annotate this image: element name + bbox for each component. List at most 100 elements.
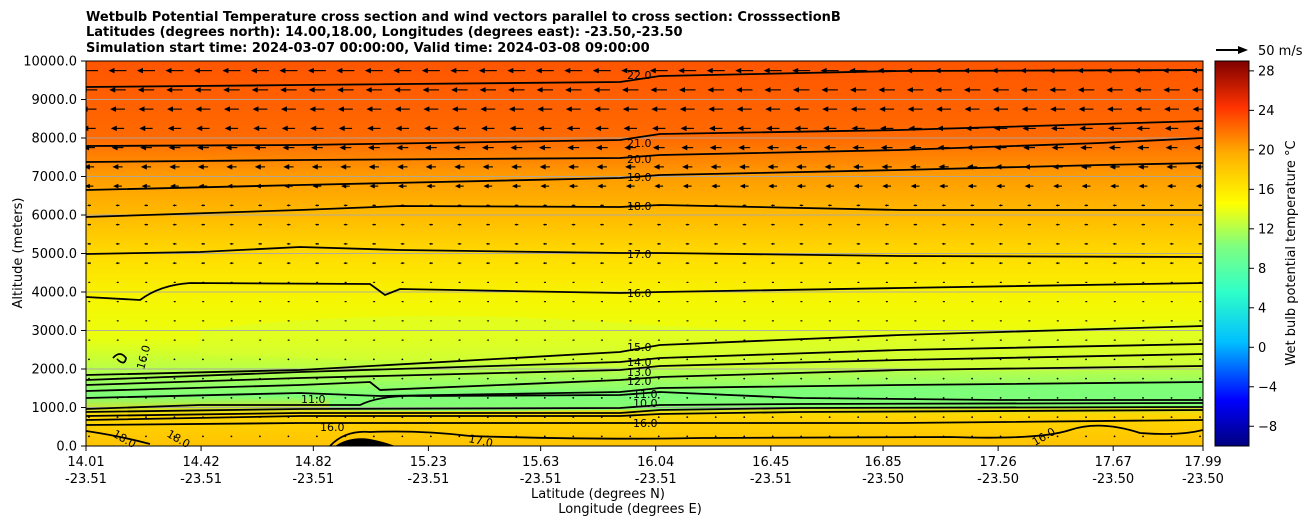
wind-vector <box>372 358 375 361</box>
x-tick-label-lat: 16.45 <box>752 455 789 470</box>
wind-vector-head <box>141 183 147 189</box>
wind-vector-head <box>193 67 200 74</box>
contour-12 <box>86 365 1203 392</box>
wind-vector <box>1056 416 1059 419</box>
wind-vector-head <box>1198 300 1201 303</box>
wind-vector-head <box>1053 183 1059 189</box>
wind-vector-head <box>137 87 144 93</box>
wind-vector-head <box>941 242 945 245</box>
wind-vector-head <box>1164 125 1171 132</box>
wind-vector-head <box>1084 300 1087 303</box>
wind-vector-head <box>799 204 802 207</box>
wind-vector <box>202 358 204 361</box>
wind-vector-head <box>970 242 973 245</box>
wind-vector-head <box>1110 183 1116 189</box>
wind-vector-head <box>827 223 831 226</box>
wind-vector-head <box>280 106 287 112</box>
x-tick-label-lat: 15.23 <box>410 455 447 470</box>
wind-vector-head <box>678 67 685 74</box>
wind-vector-head <box>998 242 1001 245</box>
wind-vector-head <box>196 125 203 132</box>
wind-vector-head <box>166 87 173 93</box>
wind-vector <box>458 435 461 438</box>
wind-vector <box>572 396 575 399</box>
x-tick-label-lat: 15.63 <box>522 455 559 470</box>
wind-vector-head <box>343 204 346 207</box>
wind-vector-head <box>258 339 261 341</box>
wind-vector-head <box>315 300 318 303</box>
wind-vector-head <box>713 242 717 245</box>
wind-vector-head <box>511 183 518 189</box>
wind-vector-head <box>116 300 118 303</box>
wind-vector-head <box>967 183 973 189</box>
wind-vector-head <box>223 87 230 93</box>
wind-vector-head <box>457 242 460 245</box>
wind-vector-head <box>169 164 176 170</box>
wind-vector-head <box>144 320 147 322</box>
wind-vector-head <box>428 223 432 226</box>
wind-vector-head <box>307 67 314 74</box>
wind-vector-head <box>799 223 802 226</box>
wind-vector-head <box>372 300 375 303</box>
wind-vector <box>714 435 717 438</box>
wind-vector-head <box>796 183 803 189</box>
wind-vector-head <box>1051 144 1058 151</box>
wind-vector <box>629 435 632 438</box>
wind-vector-head <box>112 164 119 170</box>
wind-vector-head <box>685 262 688 265</box>
wind-vector <box>344 396 347 399</box>
wind-vector-head <box>1138 183 1144 189</box>
wind-vector-head <box>1050 106 1057 112</box>
wind-vector-head <box>970 339 973 341</box>
wind-vector-head <box>401 300 403 303</box>
wind-vector-head <box>600 281 603 284</box>
wind-vector-head <box>1080 144 1087 151</box>
wind-vector-head <box>337 87 344 93</box>
wind-vector <box>486 396 489 399</box>
wind-vector-head <box>371 223 375 226</box>
wind-vector <box>315 396 318 399</box>
wind-vector <box>202 396 204 399</box>
wind-vector-head <box>340 164 347 170</box>
wind-vector-head <box>279 67 286 74</box>
wind-vector-head <box>201 300 204 303</box>
wind-vector <box>914 377 917 380</box>
wind-vector-head <box>600 300 603 303</box>
wind-vector-head <box>822 106 829 112</box>
colorbar: −8 −4 0 4 8 12 16 20 24 28 Wet bulb potential tem… <box>1214 60 1299 447</box>
wind-vector-head <box>1024 183 1030 189</box>
wind-vector-head <box>708 106 715 112</box>
wind-vector-head <box>853 164 859 170</box>
wind-vector <box>1199 396 1201 399</box>
wind-vector <box>1142 396 1144 399</box>
wind-vector <box>344 358 347 361</box>
wind-vector <box>515 396 518 399</box>
wind-vector-head <box>913 242 916 245</box>
wind-vector <box>458 377 461 380</box>
wind-vector-head <box>452 125 459 132</box>
wind-vector <box>971 396 974 399</box>
wind-vector-head <box>167 106 173 112</box>
wind-vector <box>230 435 233 438</box>
wind-vector-head <box>172 242 175 245</box>
label-16-c: 16.0 <box>320 421 345 434</box>
wind-vector-head <box>571 262 574 265</box>
wind-vector-head <box>429 320 432 322</box>
wind-vector <box>714 377 717 380</box>
wind-vector <box>173 358 176 361</box>
wind-vector-head <box>1027 300 1030 303</box>
wind-vector-head <box>230 320 232 322</box>
wind-vector-head <box>195 106 202 112</box>
wind-vector <box>259 358 261 361</box>
wind-vector <box>429 358 432 361</box>
wind-vector-head <box>1136 125 1143 132</box>
x-tick-label-lat: 17.99 <box>1184 455 1221 470</box>
wind-vector <box>942 396 945 399</box>
contour-inv-2 <box>86 406 1203 417</box>
colorbar-ticks: −8 −4 0 4 8 12 16 20 24 28 <box>1249 64 1277 435</box>
wind-vector-head <box>366 106 373 112</box>
wind-vector <box>543 396 546 399</box>
wind-vector-head <box>913 262 916 265</box>
y-tick-label: 3000.0 <box>32 324 78 339</box>
wind-vector-head <box>771 320 773 322</box>
